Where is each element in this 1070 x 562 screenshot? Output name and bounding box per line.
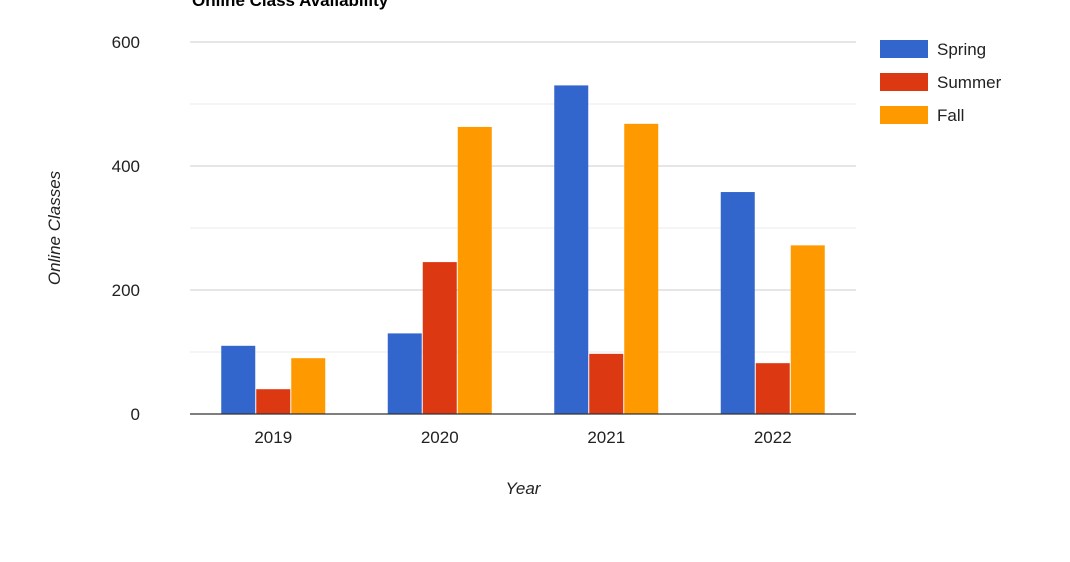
y-tick-label: 600 <box>112 33 140 52</box>
bar-fall-2021 <box>624 123 659 414</box>
x-tick-label: 2019 <box>254 428 292 447</box>
legend-swatch-spring <box>880 40 928 58</box>
bar-summer-2022 <box>755 363 790 414</box>
x-axis-title: Year <box>506 479 542 498</box>
y-axis-title: Online Classes <box>45 170 64 285</box>
chart-title: Online Class Availability <box>192 0 389 10</box>
legend-label-summer: Summer <box>937 73 1002 92</box>
legend: Spring Summer Fall <box>880 40 1002 125</box>
bar-summer-2019 <box>256 389 291 414</box>
gridlines <box>190 41 856 353</box>
y-tick-label: 200 <box>112 281 140 300</box>
x-axis-ticks: 2019 2020 2021 2022 <box>254 428 791 447</box>
bar-spring-2020 <box>387 333 422 414</box>
y-tick-label: 400 <box>112 157 140 176</box>
bars <box>221 85 825 415</box>
y-tick-label: 0 <box>131 405 140 424</box>
bar-summer-2020 <box>422 262 457 414</box>
legend-label-spring: Spring <box>937 40 986 59</box>
x-tick-label: 2020 <box>421 428 459 447</box>
bar-fall-2019 <box>291 358 326 414</box>
bar-summer-2021 <box>589 353 624 414</box>
bar-spring-2022 <box>720 192 755 414</box>
legend-label-fall: Fall <box>937 106 964 125</box>
legend-swatch-summer <box>880 73 928 91</box>
x-tick-label: 2021 <box>587 428 625 447</box>
bar-fall-2022 <box>790 245 825 414</box>
bar-spring-2019 <box>221 345 256 414</box>
bar-fall-2020 <box>457 126 492 414</box>
x-tick-label: 2022 <box>754 428 792 447</box>
bar-spring-2021 <box>554 85 589 415</box>
legend-swatch-fall <box>880 106 928 124</box>
y-axis-ticks: 0 200 400 600 <box>112 33 140 424</box>
